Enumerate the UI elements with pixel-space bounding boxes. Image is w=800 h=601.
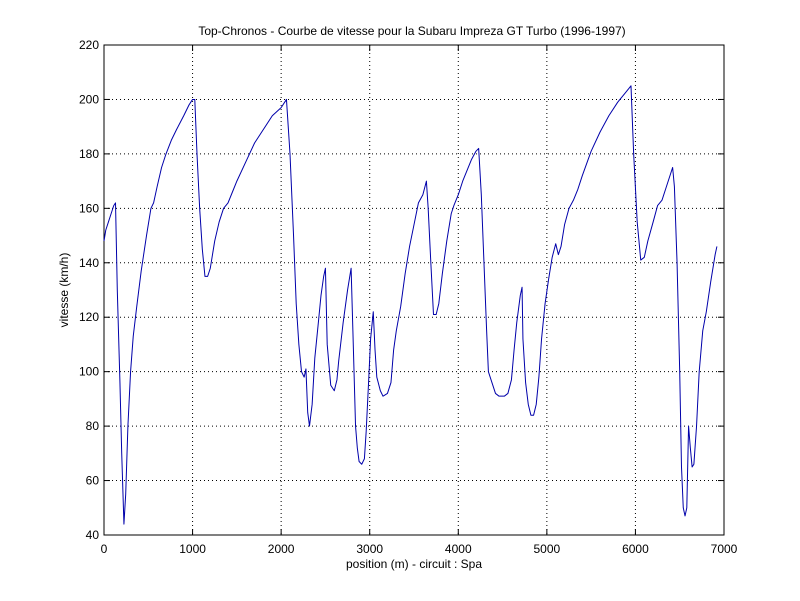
y-tick-label: 120: [79, 310, 99, 324]
y-tick-label: 60: [86, 474, 100, 488]
x-axis-label: position (m) - circuit : Spa: [346, 557, 482, 571]
grid: [104, 45, 724, 535]
speed-series-line: [103, 85, 718, 525]
x-tick-label: 7000: [711, 542, 738, 556]
x-tick-label: 3000: [356, 542, 383, 556]
y-tick-label: 220: [79, 38, 99, 52]
x-tick-label: 6000: [622, 542, 649, 556]
series: [103, 85, 718, 525]
y-tick-label: 40: [86, 528, 100, 542]
y-tick-label: 160: [79, 201, 99, 215]
axis-ticks: 0 1000 2000 3000 4000 5000 6000 7000 40 60 80 100 12…: [79, 38, 738, 556]
y-tick-label: 140: [79, 256, 99, 270]
y-axis-label: vitesse (km/h): [57, 253, 71, 328]
y-tick-label: 180: [79, 147, 99, 161]
y-tick-label: 100: [79, 365, 99, 379]
x-tick-label: 1000: [179, 542, 206, 556]
x-tick-label: 4000: [445, 542, 472, 556]
x-tick-label: 0: [101, 542, 108, 556]
y-tick-label: 80: [86, 419, 100, 433]
chart-title: Top-Chronos - Courbe de vitesse pour la …: [198, 24, 625, 38]
x-tick-label: 5000: [534, 542, 561, 556]
y-tick-label: 200: [79, 92, 99, 106]
plot-frame: [103, 44, 725, 536]
x-tick-label: 2000: [268, 542, 295, 556]
